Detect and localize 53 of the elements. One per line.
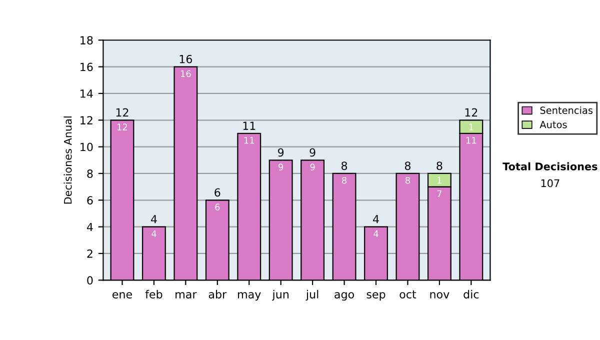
data-label: 1 <box>438 177 442 184</box>
total-label: 9 <box>310 148 316 157</box>
y-axis-title: Decisiones Anual <box>64 116 72 204</box>
x-tick-label: oct <box>400 290 416 298</box>
y-tick-label: 4 <box>86 222 93 232</box>
x-tick-label: nov <box>430 292 450 298</box>
total-label: 9 <box>278 148 284 157</box>
total-label: 12 <box>116 108 128 116</box>
total-label: 8 <box>342 162 348 170</box>
data-label: 8 <box>342 176 347 184</box>
legend-label: Autos <box>540 121 567 128</box>
legend-label: Sentencias <box>540 106 593 114</box>
data-label: 4 <box>152 230 156 238</box>
x-tick-label: feb <box>145 290 162 298</box>
x-tick-label: jun <box>272 290 288 301</box>
y-tick-label: 16 <box>80 62 93 72</box>
y-tick-label: 8 <box>87 169 93 178</box>
data-label: 9 <box>278 164 284 170</box>
total-label: 11 <box>243 122 256 130</box>
y-tick-label: 6 <box>87 196 93 205</box>
y-tick-label: 10 <box>80 142 93 152</box>
data-label: 6 <box>215 204 220 210</box>
x-tick-label: may <box>238 292 261 301</box>
x-tick-label: mar <box>176 292 197 298</box>
y-tick-label: 12 <box>80 116 92 124</box>
total-label: 12 <box>465 108 478 116</box>
data-label: 11 <box>244 137 254 144</box>
total-label: 4 <box>150 215 157 224</box>
data-label: 16 <box>180 70 191 78</box>
y-tick-label: 14 <box>80 90 93 98</box>
x-tick-label: ene <box>112 292 132 298</box>
total-label: 16 <box>180 54 192 64</box>
text: Total Decisiones <box>502 162 598 170</box>
x-tick-label: sep <box>366 292 386 301</box>
data-label: 12 <box>117 124 128 130</box>
y-tick-label: 18 <box>80 36 93 44</box>
data-label: 8 <box>405 176 410 184</box>
data-label: 7 <box>437 190 442 198</box>
data-label: 4 <box>374 230 378 238</box>
x-tick-label: dic <box>464 290 479 298</box>
total-label: 6 <box>214 188 220 197</box>
total-label: 4 <box>373 215 379 224</box>
total-label: 8 <box>436 162 442 170</box>
x-tick-label: jul <box>306 290 318 301</box>
data-label: 1 <box>469 124 474 130</box>
y-tick-label: 2 <box>87 249 92 258</box>
data-label: 9 <box>310 164 315 170</box>
x-tick-label: ago <box>334 292 354 301</box>
text: 107 <box>541 179 560 188</box>
y-tick-label: 0 <box>87 276 93 285</box>
x-tick-label: abr <box>208 290 227 298</box>
data-label: 11 <box>466 137 476 144</box>
total-label: 8 <box>404 162 410 170</box>
